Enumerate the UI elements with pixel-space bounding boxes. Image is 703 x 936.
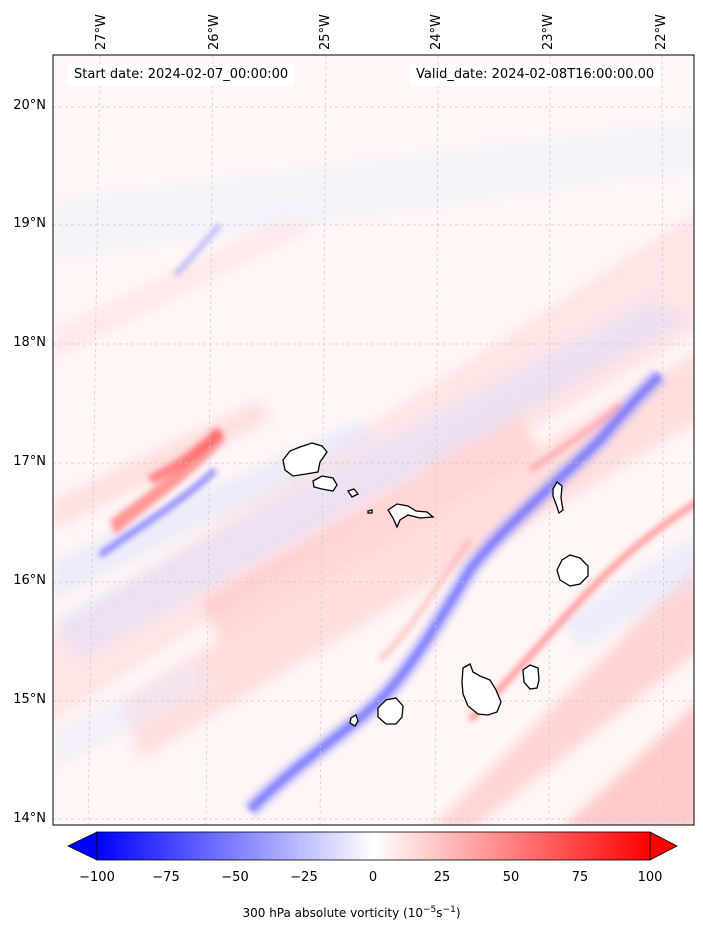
island-santo-antao (282, 442, 328, 477)
colorbar-min-extend (67, 831, 98, 861)
island-sao-vicente (312, 475, 338, 492)
cbar-tick-100: 100 (637, 870, 663, 885)
island-brava (349, 714, 359, 727)
island-branco (367, 509, 373, 514)
map-frame (52, 54, 695, 826)
island-fogo (377, 697, 404, 725)
island-santa-luzia (346, 488, 360, 498)
lat-label-20n: 20°N (13, 98, 46, 113)
cbar-tick-neg25: −25 (290, 870, 318, 885)
lon-label-25w: 25°W (318, 14, 333, 50)
lat-label-14n: 14°N (13, 811, 46, 826)
cbar-tick-neg100: −100 (79, 870, 115, 885)
start-date-label: Start date: 2024-02-07_00:00:00 (68, 64, 295, 86)
lon-label-22w: 22°W (654, 14, 669, 50)
lon-label-24w: 24°W (429, 14, 444, 50)
lat-label-18n: 18°N (13, 335, 46, 350)
island-boa-vista (556, 554, 589, 587)
island-coastlines (282, 442, 589, 727)
colorbar-max-extend (649, 831, 678, 861)
lat-label-19n: 19°N (13, 216, 46, 231)
lat-label-17n: 17°N (13, 454, 46, 469)
valid-date-label: Valid_date: 2024-02-08T16:00:00.00 (410, 64, 661, 86)
lon-label-26w: 26°W (207, 14, 222, 50)
cbar-tick-25: 25 (433, 870, 451, 885)
lat-label-15n: 15°N (13, 692, 46, 707)
lon-label-27w: 27°W (94, 14, 109, 50)
cbar-tick-75: 75 (571, 870, 589, 885)
cbar-tick-neg75: −75 (152, 870, 180, 885)
vorticity-field (53, 55, 694, 825)
island-sal (552, 481, 564, 515)
island-santiago (461, 663, 502, 716)
lat-label-16n: 16°N (13, 573, 46, 588)
colorbar (67, 831, 678, 861)
colorbar-gradient (96, 831, 651, 861)
colorbar-label: 300 hPa absolute vorticity (10−5s−1) (242, 905, 461, 920)
cbar-tick-neg50: −50 (221, 870, 249, 885)
island-sao-nicolau (387, 503, 435, 529)
gridlines (53, 55, 694, 825)
island-maio (522, 664, 540, 690)
cbar-tick-50: 50 (502, 870, 520, 885)
lon-label-23w: 23°W (541, 14, 556, 50)
cbar-tick-0: 0 (368, 870, 378, 885)
